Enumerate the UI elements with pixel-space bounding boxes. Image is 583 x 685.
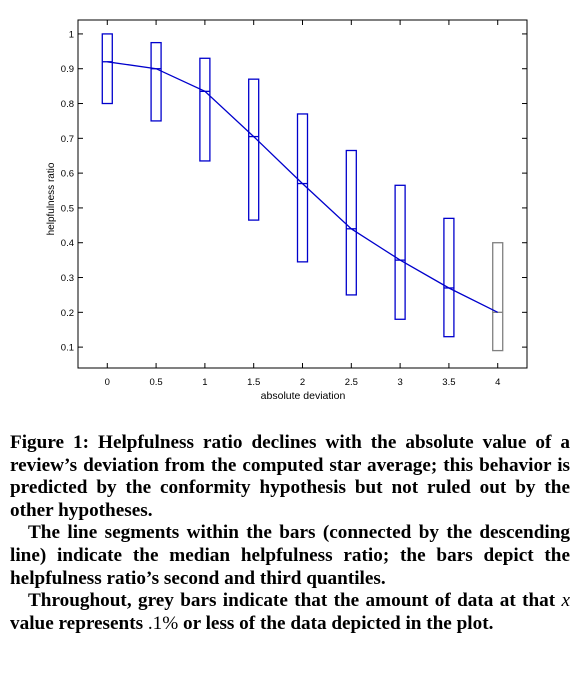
x-axis-label: absolute deviation (261, 390, 346, 402)
y-tick-label: 0.1 (61, 343, 74, 354)
x-tick-label: 3 (397, 377, 402, 388)
caption-p3-part-b: value represents (10, 612, 144, 634)
x-tick-label: 0.5 (149, 377, 162, 388)
grey-box (492, 242, 504, 352)
box (199, 57, 211, 162)
y-tick-label: 0.9 (61, 64, 74, 75)
y-tick-label: 0.5 (61, 203, 74, 214)
x-tick-label: 2.5 (345, 377, 358, 388)
x-tick-label: 4 (495, 377, 500, 388)
y-tick-label: 0.7 (61, 134, 74, 145)
y-axis-label: helpfulness ratio (46, 162, 57, 235)
y-tick-label: 1 (69, 29, 74, 40)
y-tick-label: 0.6 (61, 169, 74, 180)
median-trend-line (107, 61, 498, 313)
caption-paragraph-2: The line segments within the bars (conne… (10, 522, 570, 589)
y-tick-label: 0.3 (61, 273, 74, 284)
caption-math-percent: .1% (147, 612, 179, 634)
box (443, 217, 455, 338)
caption-paragraph-3: Throughout, grey bars indicate that the … (10, 590, 570, 635)
box (101, 33, 113, 105)
y-tick-label: 0.8 (61, 99, 74, 110)
x-tick-label: 3.5 (442, 377, 455, 388)
y-axis-ticks: 0.1 0.2 0.3 0.4 0.5 0.6 0.7 0.8 0.9 1 (61, 29, 527, 354)
x-axis-ticks: 0 0.5 1 1.5 2 2.5 3 3.5 4 (105, 20, 500, 388)
plot-area-frame (77, 19, 528, 369)
y-tick-label: 0.4 (61, 238, 74, 249)
caption-math-x: x (561, 590, 571, 612)
x-tick-label: 1 (202, 377, 207, 388)
caption-paragraph-1: Figure 1: Helpfulness ratio declines wit… (10, 432, 570, 521)
box-plot-chart: 0.1 0.2 0.3 0.4 0.5 0.6 0.7 0.8 0.9 1 0 0.5 1 1.5 2 2.… (46, 19, 528, 402)
box (248, 78, 260, 221)
box (296, 113, 309, 263)
x-tick-label: 0 (105, 377, 110, 388)
x-tick-label: 1.5 (247, 377, 260, 388)
box (394, 184, 406, 320)
caption-p3-part-a: Throughout, grey bars indicate that the … (28, 590, 556, 612)
box (345, 149, 357, 296)
y-tick-label: 0.2 (61, 308, 74, 319)
caption-p3-part-c: or less of the data depicted in the plot… (183, 612, 494, 634)
figure-caption: Figure 1: Helpfulness ratio declines wit… (10, 432, 570, 635)
box (150, 41, 162, 122)
x-tick-label: 2 (300, 377, 305, 388)
box-series (101, 33, 504, 352)
